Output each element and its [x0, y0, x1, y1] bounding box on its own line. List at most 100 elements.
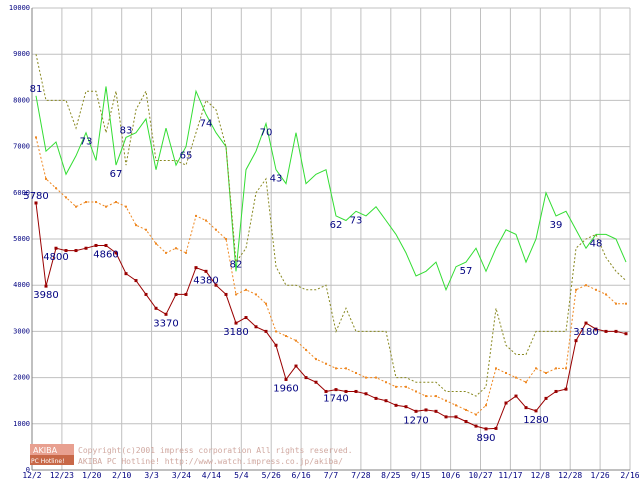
- series-point: [324, 389, 328, 393]
- copyright-line-2: AKIBA PC Hotline! http://www.watch.impre…: [78, 457, 343, 466]
- series-point: [105, 205, 107, 208]
- series-point: [284, 377, 288, 381]
- series-point: [254, 325, 258, 329]
- series-point: [55, 187, 57, 190]
- series-point: [134, 279, 138, 283]
- x-tick-label: 11/17: [498, 471, 522, 480]
- series-point: [565, 367, 567, 370]
- series-point: [204, 269, 208, 273]
- copyright-line-1: Copyright(c)2001 impress corporation All…: [78, 446, 353, 455]
- series-point: [584, 321, 588, 325]
- series-point: [244, 316, 248, 320]
- series-lines: [34, 54, 628, 431]
- series-point: [45, 177, 47, 180]
- series-point: [205, 219, 207, 222]
- series-point: [354, 389, 358, 393]
- series-point: [585, 284, 587, 287]
- series-point: [384, 399, 388, 403]
- series-point: [274, 343, 278, 347]
- series-point: [104, 243, 108, 247]
- series-point: [395, 385, 397, 388]
- x-tick-label: 7/28: [351, 471, 370, 480]
- data-label: 3370: [153, 318, 178, 329]
- data-label: 70: [260, 128, 273, 139]
- series-point: [84, 246, 88, 250]
- series-point: [525, 381, 527, 384]
- y-tick-label: 5000: [13, 235, 30, 243]
- series-point: [154, 306, 158, 310]
- data-label: 4860: [93, 249, 118, 260]
- x-tick-label: 2/16: [620, 471, 639, 480]
- data-label: 65: [180, 151, 193, 162]
- y-tick-label: 2000: [13, 374, 30, 382]
- series-point: [194, 266, 198, 270]
- x-tick-label: 7/7: [324, 471, 339, 480]
- y-tick-label: 10000: [9, 4, 30, 12]
- data-label: 73: [350, 215, 363, 226]
- series-point: [184, 292, 188, 296]
- series-point: [125, 205, 127, 208]
- series-point: [165, 251, 167, 254]
- series-point: [305, 348, 307, 351]
- series-point: [195, 214, 197, 217]
- series-point: [124, 272, 128, 276]
- series-point: [365, 376, 367, 379]
- series-point: [495, 367, 497, 370]
- data-label: 43: [270, 174, 283, 185]
- series-point: [375, 376, 377, 379]
- data-label: 3980: [33, 290, 58, 301]
- series-point: [535, 367, 537, 370]
- series-point: [464, 419, 468, 423]
- series-point: [345, 367, 347, 370]
- series-point: [285, 335, 287, 338]
- data-label: 1280: [523, 415, 548, 426]
- data-label: 39: [550, 220, 563, 231]
- series-point: [234, 321, 238, 325]
- series-point: [424, 408, 428, 412]
- series-point: [364, 392, 368, 396]
- series-point: [545, 371, 547, 374]
- series-point: [225, 238, 227, 240]
- series-point: [475, 413, 477, 416]
- series-point: [255, 293, 257, 296]
- series-point: [265, 302, 267, 305]
- series-point: [75, 205, 77, 208]
- series-point: [214, 283, 218, 287]
- x-tick-label: 2/10: [112, 471, 131, 480]
- series-line-3: [35, 202, 627, 430]
- data-label: 48: [590, 238, 603, 249]
- x-tick-label: 6/16: [291, 471, 310, 480]
- series-point: [465, 408, 467, 411]
- series-point: [514, 394, 518, 398]
- y-tick-label: 6000: [13, 189, 30, 197]
- series-point: [575, 288, 577, 291]
- data-label: 57: [460, 266, 473, 277]
- series-point: [435, 395, 437, 398]
- data-label: 3180: [223, 327, 248, 338]
- series-point: [144, 292, 148, 296]
- series-point: [434, 409, 438, 413]
- series-point: [294, 364, 298, 368]
- data-labels: 8173678365748270436273573948456048578039…: [23, 84, 603, 444]
- data-label: 74: [200, 118, 213, 129]
- series-point: [344, 389, 348, 393]
- series-point: [74, 249, 78, 253]
- x-tick-label: 12/2: [22, 471, 41, 480]
- series-point: [625, 302, 627, 305]
- data-label: 4380: [193, 275, 218, 286]
- x-tick-label: 10/27: [468, 471, 492, 480]
- series-point: [404, 405, 408, 409]
- series-point: [605, 293, 607, 296]
- series-point: [515, 376, 517, 379]
- y-tick-label: 8000: [13, 96, 30, 104]
- x-tick-label: 3/3: [144, 471, 159, 480]
- x-tick-label: 1/20: [82, 471, 101, 480]
- series-point: [504, 401, 508, 405]
- series-point: [454, 415, 458, 419]
- data-label: 83: [120, 125, 133, 136]
- series-point: [624, 332, 628, 336]
- series-point: [164, 312, 168, 316]
- y-tick-label: 7000: [13, 143, 30, 151]
- series-point: [65, 196, 67, 199]
